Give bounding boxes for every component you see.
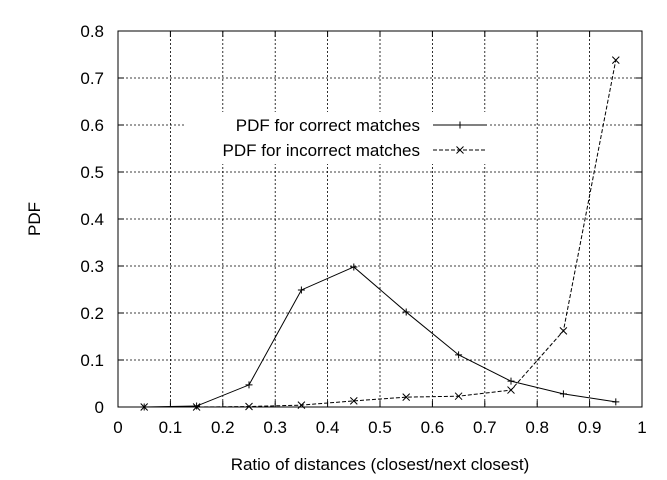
x-tick-label: 0.4 bbox=[316, 418, 340, 437]
ticks: 0 0.1 0.2 0.3 0.4 0.5 0.6 0.7 0.8 0.9 1 0 0.1 0.2 0.3 0… bbox=[80, 22, 646, 437]
data-point-correct bbox=[612, 398, 620, 406]
y-tick-label: 0 bbox=[95, 398, 104, 417]
grid bbox=[118, 31, 642, 407]
y-tick-label: 0.8 bbox=[80, 22, 104, 41]
data-point-correct bbox=[559, 390, 567, 398]
y-tick-label: 0.4 bbox=[80, 210, 104, 229]
x-axis-label: Ratio of distances (closest/next closest… bbox=[231, 455, 530, 474]
y-tick-label: 0.3 bbox=[80, 257, 104, 276]
data-point-incorrect bbox=[611, 56, 620, 64]
x-tick-label: 0.9 bbox=[578, 418, 602, 437]
y-tick-label: 0.6 bbox=[80, 116, 104, 135]
series-layer bbox=[140, 56, 620, 411]
data-point-incorrect bbox=[507, 386, 515, 394]
legend-marker-correct bbox=[456, 121, 464, 129]
data-point-incorrect bbox=[349, 397, 358, 405]
series-line-correct bbox=[144, 266, 616, 408]
y-tick-label: 0.2 bbox=[80, 304, 104, 323]
y-tick-label: 0.7 bbox=[80, 69, 104, 88]
data-point-correct bbox=[245, 381, 253, 389]
legend-marker-incorrect bbox=[456, 146, 464, 154]
legend-background bbox=[185, 112, 490, 164]
legend: PDF for correct matches PDF for incorrec… bbox=[223, 116, 487, 160]
data-point-correct bbox=[507, 377, 515, 385]
data-point-correct bbox=[455, 351, 463, 359]
x-tick-label: 0 bbox=[113, 418, 122, 437]
x-tick-label: 0.2 bbox=[211, 418, 235, 437]
data-point-correct bbox=[402, 308, 410, 316]
data-point-correct bbox=[297, 286, 305, 294]
legend-label-correct: PDF for correct matches bbox=[236, 116, 420, 135]
y-tick-label: 0.5 bbox=[80, 163, 104, 182]
data-point-incorrect bbox=[454, 392, 463, 401]
y-tick-label: 0.1 bbox=[80, 351, 104, 370]
x-tick-label: 0.6 bbox=[421, 418, 445, 437]
y-axis-label: PDF bbox=[25, 202, 44, 236]
x-tick-label: 0.5 bbox=[368, 418, 392, 437]
data-point-correct bbox=[350, 263, 358, 271]
data-point-incorrect bbox=[559, 327, 568, 335]
x-tick-label: 0.1 bbox=[159, 418, 183, 437]
x-tick-label: 0.3 bbox=[263, 418, 287, 437]
legend-label-incorrect: PDF for incorrect matches bbox=[223, 141, 420, 160]
x-tick-label: 0.7 bbox=[473, 418, 497, 437]
x-tick-label: 1 bbox=[637, 418, 646, 437]
data-point-correct bbox=[193, 402, 201, 410]
x-tick-label: 0.8 bbox=[525, 418, 549, 437]
data-point-incorrect bbox=[402, 393, 411, 401]
